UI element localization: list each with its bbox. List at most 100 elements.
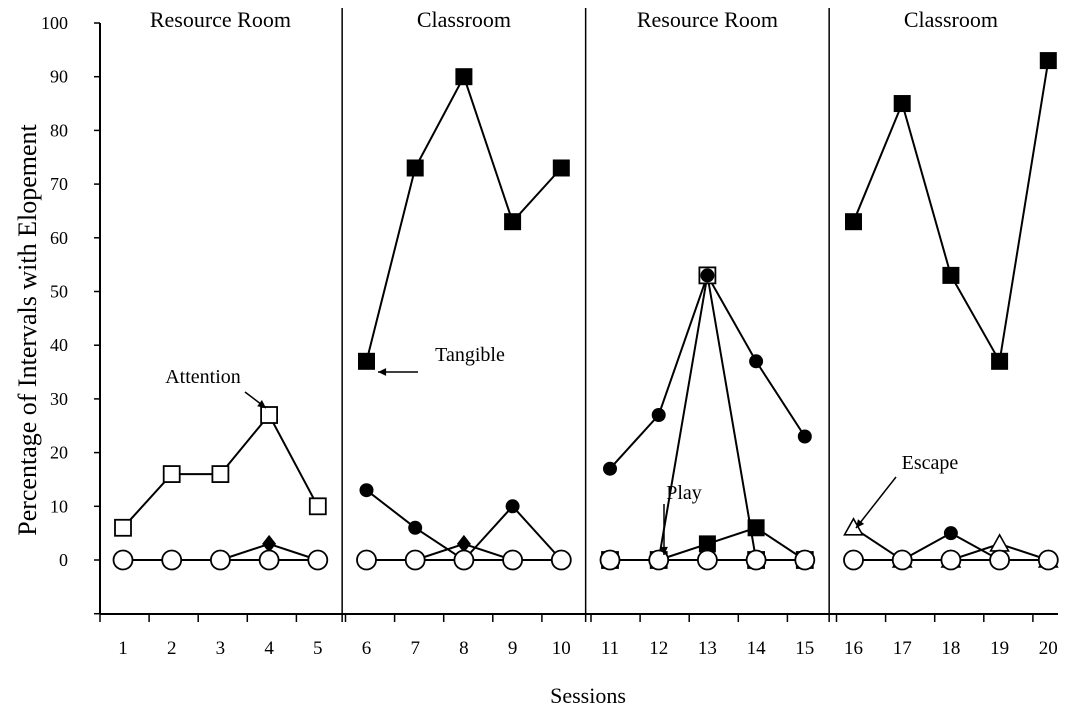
open-square-point [211,465,230,483]
filled-square-point [747,519,765,537]
filled-square-point [991,352,1009,370]
filled-circle-point [797,429,812,444]
filled-square-point [504,213,522,231]
series-line [658,526,806,561]
open-square-point [114,518,132,537]
open-circle-point [1037,549,1059,571]
filled-square-point [552,159,570,177]
open-triangle-point [989,533,1010,552]
phase-title: Resource Room [150,7,291,32]
x-tick-label: 2 [167,638,177,659]
x-tick-label: 6 [362,638,372,659]
open-square-point [308,497,327,516]
arrow-head [378,368,387,376]
y-tick-label: 30 [50,389,68,409]
open-square-point [260,406,279,424]
x-tick-label: 11 [601,638,619,659]
x-tick-label: 18 [941,638,960,659]
series-line [610,275,805,561]
y-tick-label: 100 [41,13,68,33]
open-circle-point [697,549,718,571]
x-tick-label: 13 [698,638,717,659]
y-tick-label: 60 [50,228,68,248]
series-line [609,272,806,470]
y-axis-label: Percentage of Intervals with Elopement [13,123,42,535]
open-circle-point [307,549,329,571]
open-circle-point [356,549,377,571]
open-circle-point [794,549,816,571]
arrow-head [856,519,865,528]
filled-square-point [893,95,911,113]
open-circle-point [989,549,1010,571]
filled-circle-point [408,520,423,535]
filled-circle-point [749,354,764,369]
filled-square-point [406,159,424,177]
annotation-label: Play [666,482,702,504]
filled-square-point [1039,52,1057,70]
phase-title: Classroom [904,7,998,32]
open-circle-point [599,549,621,571]
y-tick-label: 0 [59,550,68,570]
annotation-label: Escape [902,452,959,474]
phase-title: Classroom [417,7,511,32]
y-tick-label: 40 [50,335,68,355]
arrow-head [660,546,668,555]
open-circle-point [161,549,183,571]
x-tick-label: 5 [313,638,323,659]
filled-circle-point [359,483,374,498]
x-tick-label: 9 [508,638,518,659]
open-circle-point [453,549,475,571]
phase-change-lines [341,8,830,622]
data-markers [112,52,1059,571]
annotation-arrow [855,476,897,529]
open-circle-point [209,549,231,571]
annotation-label: Attention [165,366,241,388]
filled-circle-point [943,526,958,541]
filled-square-point [455,68,473,86]
y-tick-label: 50 [50,282,68,302]
arrow-head [257,399,266,408]
open-circle-point [891,549,913,571]
open-circle-point [843,549,864,571]
open-circle-point [648,549,670,571]
filled-square-point [358,352,375,370]
y-tick-label: 80 [50,120,68,140]
x-tick-label: 1 [118,638,128,659]
phase-title: Resource Room [637,7,778,32]
series-line [852,60,1050,365]
open-circle-point [745,549,767,571]
x-tick-label: 10 [552,638,571,659]
x-tick-label: 16 [844,638,863,659]
open-circle-point [550,549,572,571]
filled-square-point [698,535,716,553]
filled-square-point [942,266,960,284]
open-circle-point [258,549,280,571]
filled-diamond-point [456,534,471,553]
x-tick-label: 7 [410,638,420,659]
x-tick-label: 15 [795,638,814,659]
y-tick-label: 10 [50,496,68,516]
x-tick-label: 4 [264,638,274,659]
open-circle-point [502,549,523,571]
x-axis-label: Sessions [550,683,626,708]
filled-circle-point [603,461,617,476]
filled-diamond-point [262,534,277,553]
y-tick-label: 20 [50,443,68,463]
x-tick-label: 3 [216,638,226,659]
filled-square-point [845,213,862,231]
filled-circle-point [700,268,715,283]
open-square-point [162,465,181,483]
x-tick-label: 17 [893,638,912,659]
open-circle-point [112,549,134,571]
axes [99,23,1058,615]
filled-circle-point [651,408,666,423]
filled-circle-point [505,499,520,514]
open-circle-point [404,549,426,571]
y-tick-label: 70 [50,174,68,194]
x-tick-label: 12 [649,638,668,659]
annotation-label: Tangible [435,344,505,366]
x-tick-label: 19 [990,638,1009,659]
axis-ticks [94,22,1034,622]
series-line [365,74,563,362]
